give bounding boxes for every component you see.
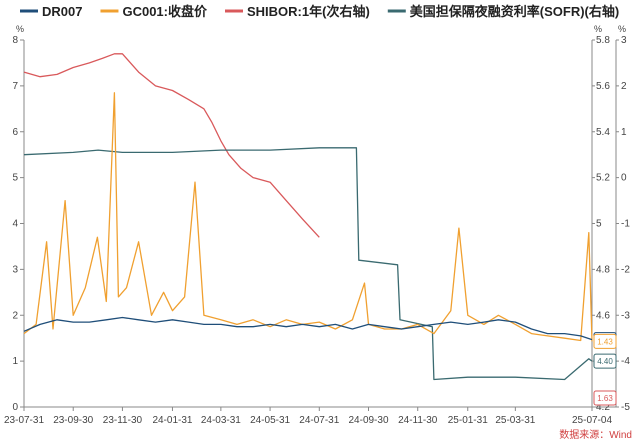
end-tag-label-2: 1.63: [597, 394, 613, 403]
right-outer-tick-label-4: -1: [621, 219, 630, 230]
source-note: 数据来源：Wind: [559, 428, 632, 441]
end-value-tags: 1.471.431.634.40: [593, 332, 617, 406]
left-tick-label-7: 7: [12, 81, 18, 92]
x-tick-label-1: 23-09-30: [53, 415, 93, 426]
series-lines: [23, 53, 593, 381]
left-tick-label-6: 6: [12, 127, 18, 138]
right-inner-tick-label-2: 4.6: [596, 310, 610, 321]
x-tick-label-0: 23-07-31: [4, 415, 44, 426]
right-outer-tick-label-2: -3: [621, 310, 630, 321]
series-line-0: [23, 316, 593, 341]
legend-label-0: DR007: [42, 4, 82, 19]
right-inner-tick-label-4: 5: [596, 219, 602, 230]
left-tick-label-4: 4: [12, 219, 18, 230]
x-tick-label-11: 25-07-04: [572, 415, 612, 426]
legend-label-2: SHIBOR:1年(次右轴): [247, 4, 370, 19]
x-tick-label-6: 24-07-31: [299, 415, 339, 426]
legend: DR007 GC001:收盘价 SHIBOR:1年(次右轴) 美国担保隔夜融资利率(S…: [20, 4, 619, 19]
x-tick-label-4: 24-03-31: [201, 415, 241, 426]
right-outer-axis-unit: %: [618, 24, 626, 34]
x-tick-label-8: 24-11-30: [398, 415, 438, 426]
right-inner-tick-label-6: 5.4: [596, 127, 610, 138]
left-tick-label-3: 3: [12, 264, 18, 275]
series-line-2: [23, 53, 320, 238]
right-outer-tick-label-6: 1: [621, 127, 627, 138]
axes: 012345678%4.24.44.64.855.25.45.65.8%-5-4…: [4, 24, 630, 426]
right-outer-tick-label-0: -5: [621, 402, 630, 413]
x-tick-label-10: 25-03-31: [495, 415, 535, 426]
x-tick-label-2: 23-11-30: [103, 415, 143, 426]
series-line-3: [23, 147, 593, 381]
left-tick-label-2: 2: [12, 310, 18, 321]
right-outer-tick-label-1: -4: [621, 356, 630, 367]
right-outer-tick-label-8: 3: [621, 35, 627, 46]
legend-label-3: 美国担保隔夜融资利率(SOFR)(右轴): [410, 4, 619, 19]
x-tick-label-7: 24-09-30: [348, 415, 388, 426]
end-tag-label-1: 1.43: [597, 337, 613, 346]
left-axis-unit: %: [16, 24, 24, 34]
right-inner-tick-label-0: 4.2: [596, 402, 610, 413]
left-tick-label-8: 8: [12, 35, 18, 46]
right-inner-tick-label-8: 5.8: [596, 35, 610, 46]
left-tick-label-5: 5: [12, 173, 18, 184]
right-inner-tick-label-7: 5.6: [596, 81, 610, 92]
right-inner-tick-label-3: 4.8: [596, 264, 610, 275]
end-tag-box-1: [593, 333, 617, 349]
end-tag-box-3: [593, 353, 617, 369]
left-tick-label-0: 0: [12, 402, 18, 413]
x-tick-label-9: 25-01-31: [448, 415, 488, 426]
series-line-1: [23, 92, 593, 342]
left-tick-label-1: 1: [12, 356, 18, 367]
x-tick-label-3: 24-01-31: [152, 415, 192, 426]
right-outer-tick-label-7: 2: [621, 81, 627, 92]
end-tag-box-2: [593, 390, 617, 406]
right-outer-tick-label-3: -2: [621, 264, 630, 275]
x-tick-label-5: 24-05-31: [250, 415, 290, 426]
right-outer-tick-label-5: 0: [621, 173, 627, 184]
legend-label-1: GC001:收盘价: [122, 4, 208, 19]
end-tag-label-3: 4.40: [597, 357, 613, 366]
right-inner-axis-unit: %: [594, 24, 602, 34]
right-inner-tick-label-5: 5.2: [596, 173, 610, 184]
